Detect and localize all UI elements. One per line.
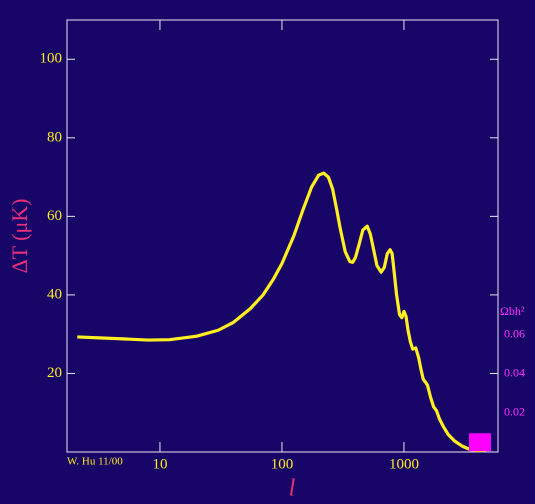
- data-line: [77, 171, 487, 453]
- y2-tick-label: 0.04: [504, 366, 525, 380]
- x-axis-label: l: [289, 476, 296, 502]
- plot-frame: [66, 19, 499, 453]
- y-tick-label: 40: [47, 286, 62, 302]
- credit: W. Hu 11/00: [67, 456, 123, 468]
- y2-axis-label: Ωbh²: [500, 304, 525, 318]
- y-tick-label: 100: [40, 51, 63, 67]
- x-tick-label: 10: [152, 456, 167, 472]
- y-axis-label: ΔT (μK): [7, 198, 32, 273]
- y2-tick-label: 0.06: [504, 327, 525, 341]
- y-tick-label: 80: [47, 129, 62, 145]
- x-tick-label: 1000: [389, 456, 419, 472]
- x-tick-label: 100: [271, 456, 294, 472]
- y-tick-label: 20: [47, 365, 62, 381]
- y2-tick-label: 0.02: [504, 405, 525, 419]
- slider-handle: [468, 433, 491, 452]
- y-tick-label: 60: [47, 208, 62, 224]
